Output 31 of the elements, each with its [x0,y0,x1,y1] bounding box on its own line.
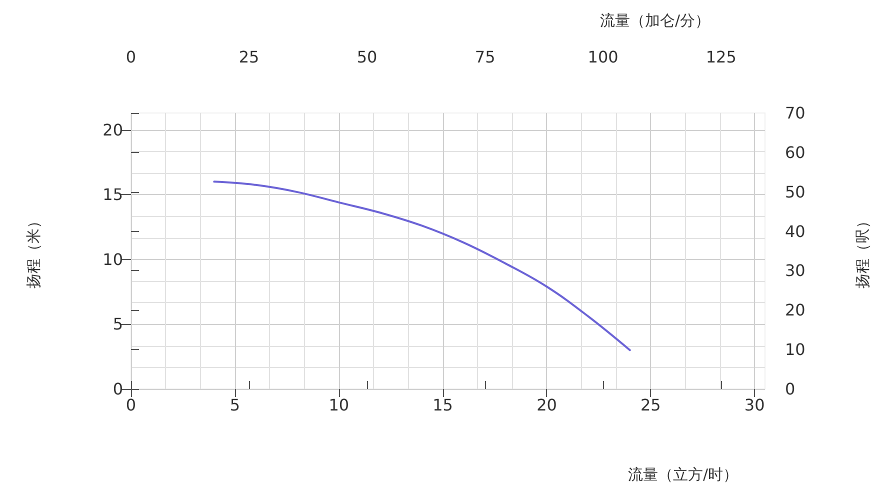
y2-tick-label: 0 [785,380,796,398]
y2-tick-label: 40 [785,222,806,241]
x-tick-label: 15 [432,396,453,414]
y2-tick-label: 30 [785,261,806,280]
x2-tick-label: 125 [706,48,736,66]
x2-tick-label: 25 [238,48,260,66]
y-tick-label: 5 [112,314,123,334]
x-tick-label: 20 [536,396,557,414]
y2-tick-label: 60 [785,142,806,162]
x2-tick-label: 0 [126,48,136,66]
x-tick-label: 30 [744,396,765,414]
line-series [213,180,631,352]
x2-tick-label: 75 [474,48,496,66]
y2-tick-label: 10 [785,340,806,360]
x2-axis-title: 流量（加仑/分） [600,12,710,30]
y-tick-label: 0 [112,380,123,398]
y-tick-label: 15 [102,185,123,204]
y2-tick-label: 50 [785,182,806,202]
y2-tick-label: 20 [785,300,806,320]
y2-axis-title: 扬程（呎） [854,214,872,288]
x-tick-label: 5 [230,396,240,414]
y2-tick-label: 70 [785,104,806,122]
y-axis-title: 扬程（米） [24,214,42,288]
x-tick-label: 25 [640,396,661,414]
x-tick-label: 0 [126,396,136,414]
y-tick-label: 10 [102,250,123,269]
x-tick-label: 10 [328,396,350,414]
y-tick-label: 20 [102,120,123,140]
x2-tick-label: 50 [356,48,378,66]
x2-tick-label: 100 [588,48,618,66]
x-axis-title: 流量（立方/时） [628,466,738,484]
